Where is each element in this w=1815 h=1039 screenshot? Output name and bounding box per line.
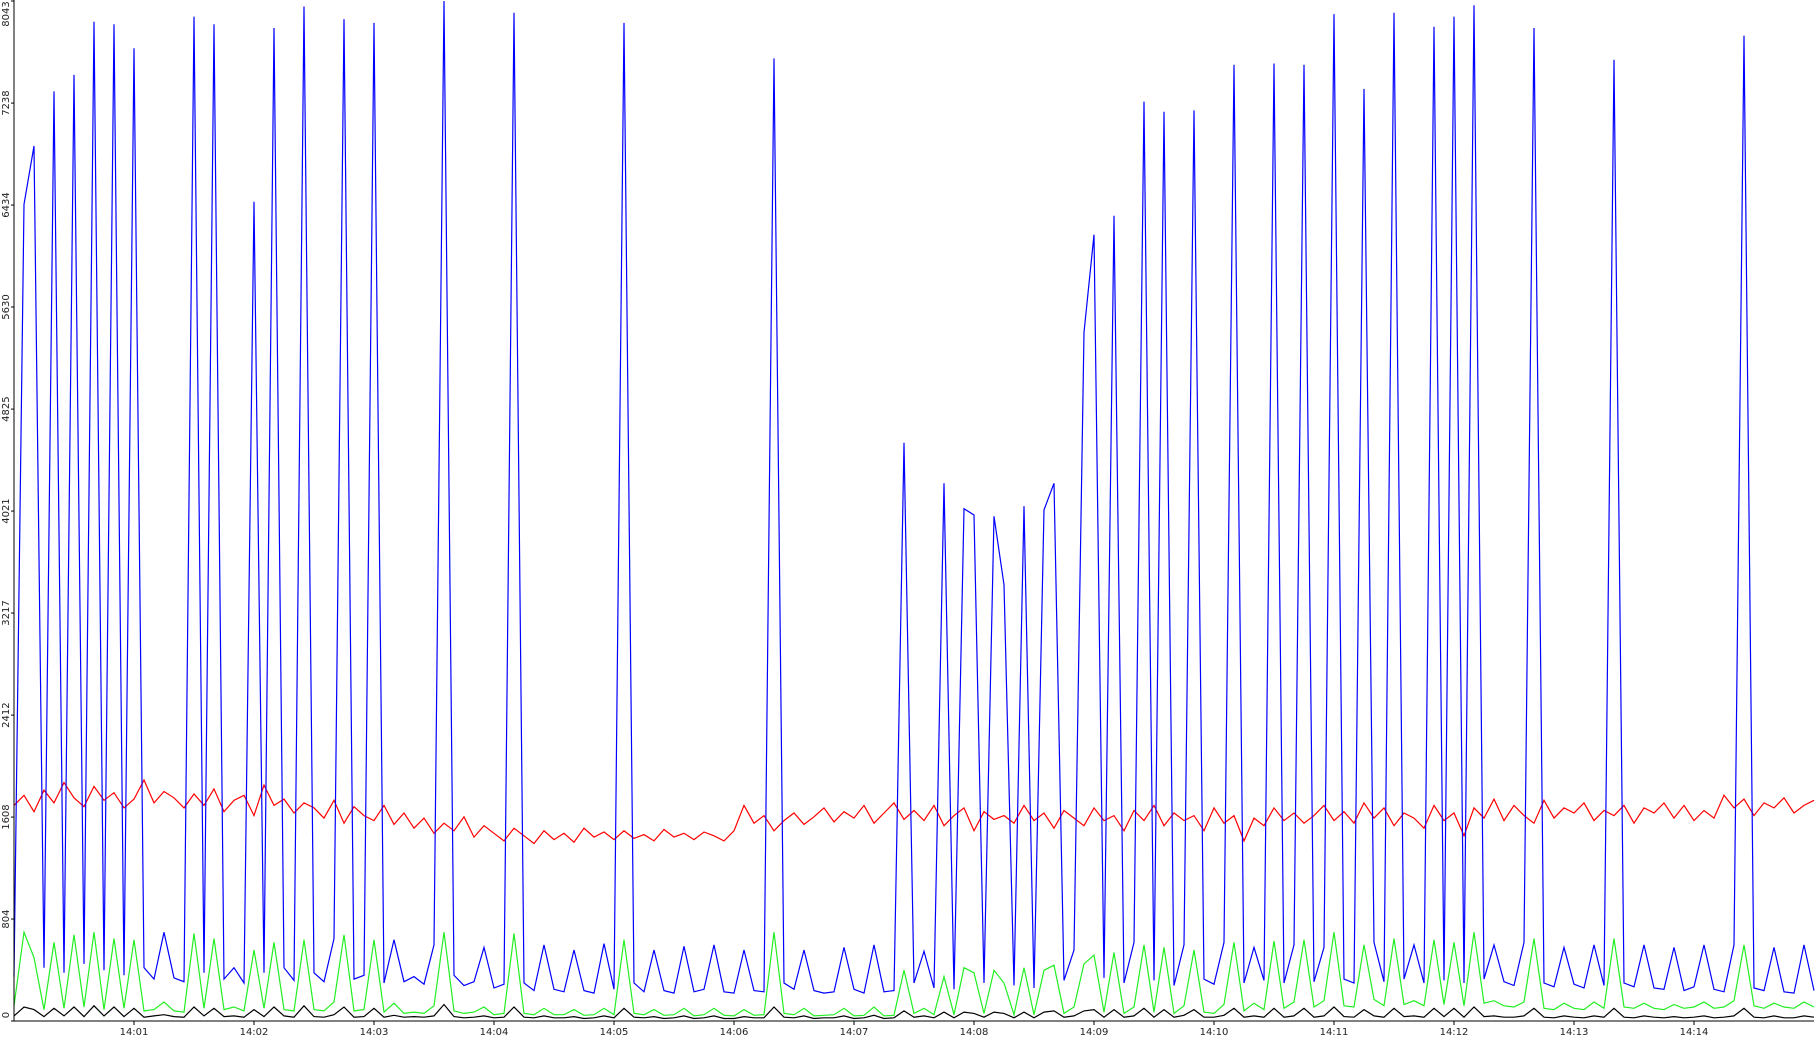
x-tick-label: 14:09	[1080, 1027, 1109, 1038]
x-tick-label: 14:11	[1320, 1027, 1349, 1038]
x-tick-label: 14:06	[720, 1027, 749, 1038]
x-tick-label: 14:04	[480, 1027, 509, 1038]
y-tick-label: 4825	[1, 396, 12, 421]
x-tick-label: 14:14	[1680, 1027, 1709, 1038]
series-line	[13, 929, 1815, 1018]
x-tick-label: 14:07	[840, 1027, 869, 1038]
y-tick-label: 5630	[1, 294, 12, 319]
y-tick-label: 0	[1, 1012, 12, 1018]
y-tick-label: 8043	[1, 1, 12, 26]
y-tick-label: 1608	[1, 804, 12, 829]
x-tick-label: 14:12	[1440, 1027, 1469, 1038]
y-tick-label: 7238	[1, 90, 12, 115]
y-tick-label: 3217	[1, 600, 12, 625]
x-tick-label: 14:01	[120, 1027, 149, 1038]
y-tick-label: 6434	[1, 192, 12, 217]
x-tick-label: 14:05	[600, 1027, 629, 1038]
y-tick-label: 4021	[1, 498, 12, 523]
x-tick-label: 14:02	[240, 1027, 269, 1038]
series-line	[13, 0, 1815, 994]
x-tick-label: 14:13	[1560, 1027, 1589, 1038]
y-tick-label: 804	[1, 909, 12, 928]
y-tick-label: 2412	[1, 702, 12, 727]
x-tick-label: 14:03	[360, 1027, 389, 1038]
x-tick-label: 14:08	[960, 1027, 989, 1038]
series-line	[13, 778, 1815, 845]
x-tick-label: 14:10	[1200, 1027, 1229, 1038]
series-line	[13, 1003, 1815, 1020]
